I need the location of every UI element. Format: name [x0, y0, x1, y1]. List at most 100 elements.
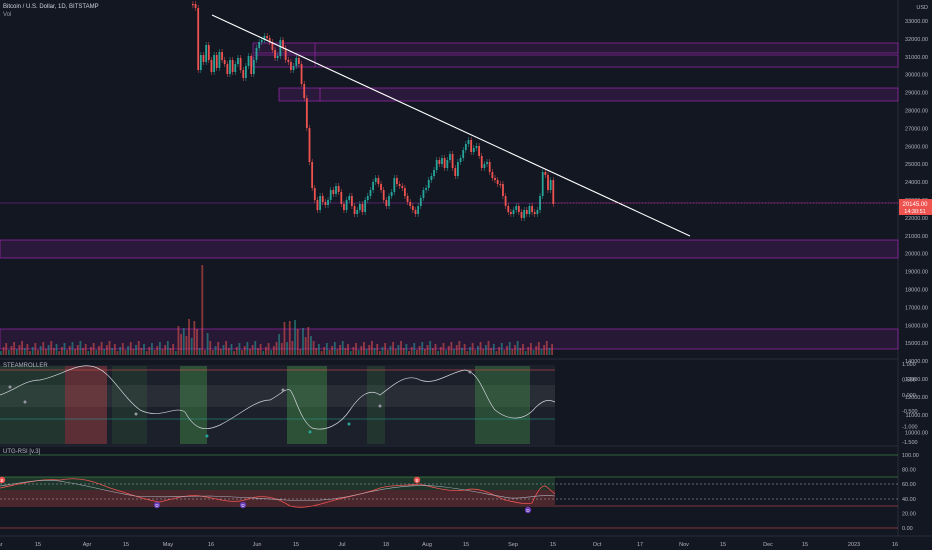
candle: [343, 204, 345, 210]
candle: [435, 160, 438, 170]
volume-bar: [304, 337, 307, 355]
price-tick: 31000.00: [905, 55, 928, 61]
volume-bar: [84, 344, 87, 355]
candle: [414, 210, 417, 214]
volume-bar: [37, 350, 39, 355]
candle: [295, 58, 298, 66]
volume-label[interactable]: Vol: [3, 12, 12, 18]
steamroller-label[interactable]: STEAMROLLER: [3, 363, 48, 369]
volume-bar: [190, 338, 193, 355]
volume-bar: [477, 346, 479, 355]
zone-31000: [252, 42, 899, 54]
volume-bar: [302, 328, 304, 355]
volume-bar: [461, 348, 463, 355]
rsi-axis[interactable]: 100.00 80.00 60.00 40.00 20.00 0.00: [902, 453, 919, 532]
time-label: Jul: [338, 542, 345, 548]
volume-bar: [492, 344, 495, 355]
volume-bar: [320, 351, 323, 355]
volume-bar: [66, 350, 69, 355]
volume-bar: [291, 341, 294, 355]
rsi-signal-text: B: [415, 478, 418, 483]
volume-bar: [392, 342, 394, 355]
volume-bar: [222, 345, 225, 355]
price-tick: 22000.00: [905, 216, 928, 222]
steamroller-axis[interactable]: 1.000 0.500 0.000 -0.500 -1.000 -1.500: [902, 362, 918, 446]
volume-bar: [447, 346, 450, 355]
volume-bar: [357, 350, 360, 355]
rsi-tick: 40.00: [902, 497, 916, 503]
price-tick: 10000.00: [905, 431, 928, 437]
rsi-signal-line: [0, 480, 556, 502]
candle: [472, 148, 475, 152]
candle: [223, 60, 226, 64]
volume-bar: [413, 343, 416, 355]
time-label: 15: [802, 542, 808, 548]
rsi-label[interactable]: UTG-RSI [v.3]: [3, 449, 41, 455]
candle: [284, 48, 287, 60]
price-axis[interactable]: 33000.00 32000.00 31000.00 30000.00 29000.00…: [905, 5, 928, 437]
volume-bar: [124, 350, 127, 355]
volume-bar: [140, 348, 143, 355]
volume-bar: [180, 334, 182, 355]
candle: [311, 162, 314, 188]
volume-bar: [53, 348, 55, 355]
time-axis[interactable]: ar 15 Apr 15 May 16 Jun 15 Jul 18 Aug 15 Sep 15 Oct 17 N…: [0, 542, 898, 548]
time-label: May: [163, 542, 174, 548]
volume-bar: [349, 351, 352, 355]
candle: [361, 204, 364, 212]
time-label: 15: [35, 542, 41, 548]
candle: [194, 4, 197, 8]
candle: [499, 184, 502, 186]
volume-bar: [132, 349, 135, 355]
volume-bar: [177, 326, 180, 355]
candle: [276, 56, 279, 58]
candle: [475, 146, 478, 148]
rsi-tick: 0.00: [902, 526, 913, 532]
volume-bar: [251, 345, 254, 355]
candle: [525, 210, 528, 214]
price-tick: 14000.00: [905, 359, 928, 365]
volume-bar: [47, 345, 50, 355]
volume-bar: [453, 349, 455, 355]
time-label: 16: [208, 542, 214, 548]
volume-bar: [368, 345, 371, 355]
volume-bar: [90, 347, 92, 355]
symbol-title[interactable]: Bitcoin / U.S. Dollar, 1D, BITSTAMP: [3, 4, 99, 10]
volume-bar: [344, 348, 347, 355]
candle: [202, 55, 205, 62]
volume-histogram: [0, 265, 553, 355]
candle: [393, 178, 396, 192]
volume-bar: [479, 342, 482, 355]
candle: [380, 184, 382, 190]
time-label: ar: [0, 542, 3, 548]
volume-bar: [394, 349, 397, 355]
volume-bar: [137, 341, 140, 355]
candle: [215, 55, 218, 68]
volume-bar: [331, 346, 334, 355]
candle: [409, 202, 412, 206]
volume-bar: [490, 348, 493, 355]
volume-bar: [381, 347, 384, 355]
candle: [406, 196, 409, 202]
volume-bar: [283, 322, 286, 355]
volume-bar: [484, 345, 487, 355]
volume-bar: [450, 342, 453, 355]
volume-bar: [23, 348, 26, 355]
volume-bar: [352, 347, 355, 355]
candle: [470, 140, 473, 152]
time-label: 2023: [848, 542, 860, 548]
candle: [324, 202, 327, 205]
time-label: 15: [463, 542, 469, 548]
descending-trendline[interactable]: [211, 14, 691, 237]
time-label: Oct: [593, 542, 602, 548]
volume-bar: [249, 349, 251, 355]
candle: [457, 162, 459, 176]
volume-bar: [2, 347, 5, 355]
price-tick: 32000.00: [905, 37, 928, 43]
candle: [496, 180, 499, 184]
price-tick: 18000.00: [905, 288, 928, 294]
volume-bar: [257, 348, 259, 355]
volume-bar: [58, 351, 61, 355]
candle: [480, 156, 483, 168]
